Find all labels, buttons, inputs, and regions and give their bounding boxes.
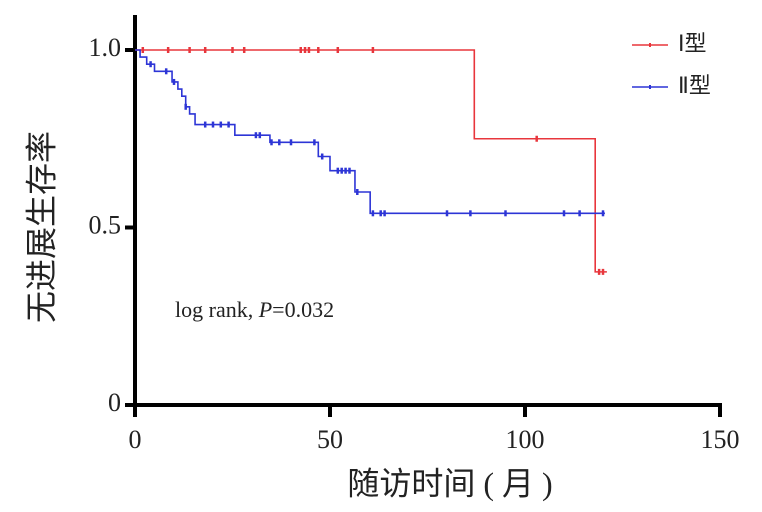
y-tick-label: 1.0 — [89, 33, 122, 62]
survival-curve — [135, 49, 607, 273]
annotation: log rank, P=0.032 — [175, 297, 334, 322]
x-tick-label: 100 — [506, 425, 545, 454]
y-tick-label: 0 — [108, 388, 121, 417]
x-axis-label: 随访时间 ( 月 ) — [347, 465, 552, 501]
y-axis-label: 无进展生存率 — [23, 131, 59, 323]
annotation-text: log rank, — [175, 297, 259, 322]
survival-curve — [135, 49, 605, 215]
annotation-p: P — [258, 297, 272, 322]
legend-label: Ⅱ型 — [678, 74, 711, 99]
annotation-value: =0.032 — [272, 297, 334, 322]
x-tick-label: 50 — [317, 425, 343, 454]
x-tick-label: 150 — [701, 425, 740, 454]
x-tick-label: 0 — [129, 425, 142, 454]
legend-label: Ⅰ型 — [678, 32, 707, 57]
y-tick-label: 0.5 — [89, 210, 122, 239]
